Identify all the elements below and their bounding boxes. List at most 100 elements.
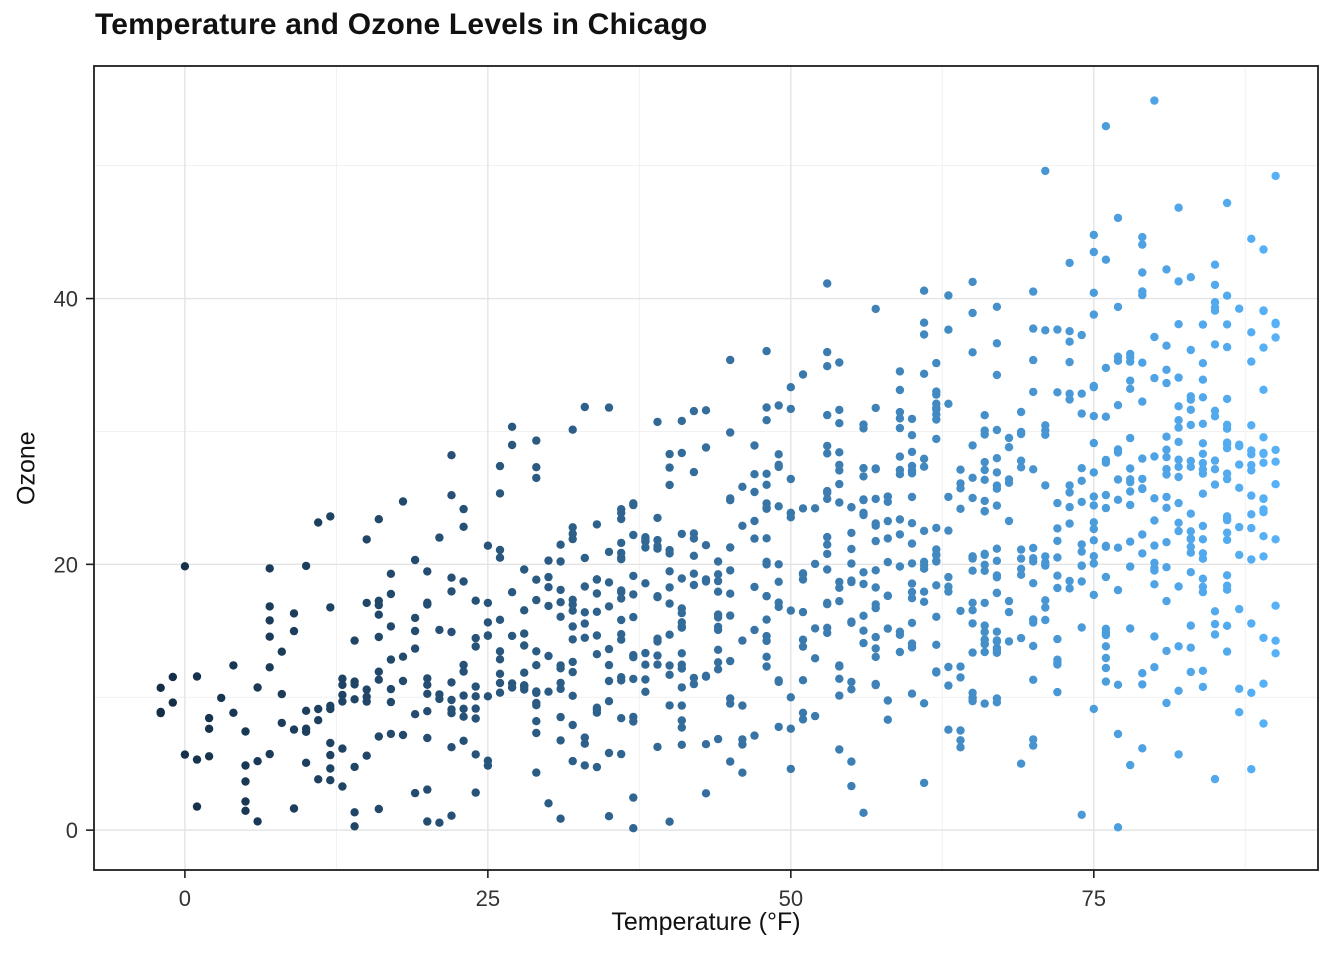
- data-point: [823, 494, 832, 504]
- data-point: [726, 566, 735, 575]
- data-point: [410, 555, 420, 565]
- data-point: [798, 607, 808, 617]
- data-point: [1198, 666, 1208, 675]
- data-point: [1053, 553, 1062, 562]
- data-point: [1186, 395, 1196, 404]
- data-point: [1138, 240, 1147, 249]
- data-point: [1138, 744, 1147, 753]
- data-point: [823, 540, 832, 549]
- data-point: [374, 667, 383, 676]
- data-point: [919, 526, 929, 536]
- data-point: [204, 713, 214, 723]
- data-point: [1186, 405, 1196, 414]
- data-point: [1065, 584, 1074, 593]
- data-point: [192, 802, 202, 811]
- data-point: [326, 764, 335, 773]
- data-point: [1259, 552, 1268, 561]
- data-point: [617, 505, 626, 514]
- data-point: [1162, 452, 1171, 462]
- data-point: [750, 487, 759, 497]
- data-point: [1065, 519, 1074, 528]
- data-point: [362, 598, 371, 608]
- data-point: [980, 621, 989, 630]
- data-point: [1041, 552, 1050, 561]
- data-point: [1089, 501, 1099, 510]
- data-point: [447, 491, 456, 500]
- data-point: [859, 472, 868, 481]
- data-point: [1004, 478, 1014, 487]
- data-point: [1186, 456, 1196, 466]
- data-point: [1186, 420, 1196, 430]
- data-point: [762, 480, 771, 489]
- data-point: [980, 457, 989, 467]
- data-point: [447, 451, 456, 460]
- data-point: [786, 383, 795, 392]
- data-point: [1174, 582, 1183, 591]
- data-point: [823, 565, 832, 574]
- data-point: [810, 624, 820, 633]
- data-point: [592, 589, 602, 598]
- data-point: [980, 507, 989, 516]
- data-point: [1222, 647, 1232, 656]
- data-point: [617, 630, 626, 639]
- data-point: [883, 557, 892, 567]
- data-point: [1186, 462, 1196, 471]
- data-point: [483, 631, 493, 640]
- data-point: [1174, 526, 1183, 536]
- data-point: [798, 676, 808, 685]
- data-point: [1138, 397, 1147, 406]
- data-point: [786, 693, 795, 702]
- data-point: [301, 758, 311, 767]
- data-point: [847, 685, 856, 694]
- data-point: [823, 549, 832, 559]
- data-point: [665, 567, 674, 576]
- data-point: [1162, 341, 1171, 350]
- data-point: [883, 591, 892, 600]
- data-point: [483, 761, 493, 770]
- data-point: [1271, 319, 1280, 329]
- data-point: [1077, 810, 1086, 819]
- data-point: [992, 370, 1002, 380]
- data-point: [835, 419, 844, 428]
- data-point: [1150, 580, 1159, 589]
- data-point: [447, 695, 456, 705]
- data-point: [532, 647, 541, 656]
- data-point: [459, 736, 468, 745]
- data-point: [495, 553, 505, 562]
- data-point: [1113, 401, 1123, 410]
- data-point: [762, 403, 771, 412]
- data-point: [350, 636, 359, 645]
- data-point: [1247, 446, 1256, 455]
- data-point: [968, 566, 977, 575]
- data-point: [992, 573, 1002, 582]
- data-point: [532, 768, 541, 777]
- data-point: [1016, 407, 1026, 417]
- data-point: [762, 591, 771, 601]
- data-point: [1053, 687, 1062, 697]
- data-point: [1186, 643, 1196, 652]
- data-point: [871, 536, 880, 546]
- data-point: [1138, 287, 1147, 296]
- data-point: [568, 691, 577, 700]
- data-point: [944, 681, 953, 690]
- data-point: [604, 403, 614, 412]
- data-point: [992, 646, 1002, 655]
- data-point: [992, 339, 1002, 348]
- data-point: [532, 473, 541, 483]
- data-point: [374, 732, 383, 741]
- data-point: [1210, 306, 1220, 315]
- data-point: [895, 423, 905, 433]
- data-point: [1162, 265, 1171, 274]
- data-point: [301, 706, 311, 715]
- data-point: [750, 731, 759, 740]
- data-point: [1065, 488, 1074, 497]
- data-point: [677, 716, 686, 725]
- data-point: [1186, 568, 1196, 577]
- data-point: [374, 675, 383, 684]
- data-point: [895, 630, 905, 639]
- data-point: [762, 503, 771, 512]
- data-point: [907, 579, 917, 588]
- data-point: [1235, 550, 1244, 560]
- data-point: [689, 406, 699, 416]
- data-point: [980, 430, 989, 439]
